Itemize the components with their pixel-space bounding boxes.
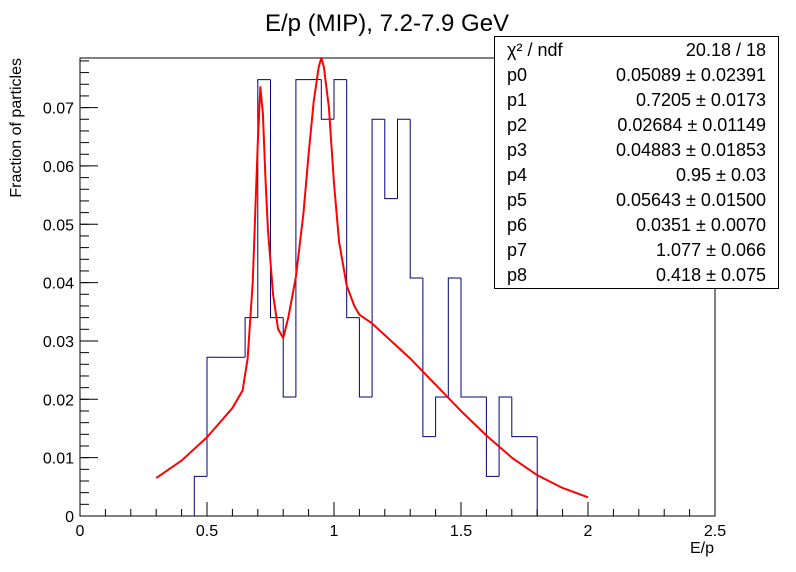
chart-title: E/p (MIP), 7.2-7.9 GeV — [265, 10, 509, 37]
stats-param-value: 0.7205 ± 0.0173 — [636, 90, 766, 110]
histogram-bin — [498, 396, 512, 477]
y-tick-label: 0.06 — [43, 159, 74, 176]
histogram-bin — [447, 277, 461, 397]
x-tick-label: 2.5 — [704, 523, 726, 540]
x-tick-label: 2 — [584, 523, 593, 540]
stats-row: p2 0.02684 ± 0.01149 — [495, 113, 778, 138]
x-tick-label: 1 — [330, 523, 339, 540]
x-tick-label: 1.5 — [450, 523, 472, 540]
histogram-bin — [435, 396, 449, 437]
histogram-bin — [422, 277, 436, 438]
stats-row: p5 0.05643 ± 0.01500 — [495, 188, 778, 213]
stats-param-value: 0.95 ± 0.03 — [676, 165, 766, 185]
y-tick-label: 0.01 — [43, 451, 74, 468]
histogram-bin — [485, 396, 500, 477]
histogram-bin — [282, 317, 296, 398]
histogram-bin — [244, 317, 258, 358]
histogram-bin — [346, 79, 360, 319]
stats-row: p0 0.05089 ± 0.02391 — [495, 63, 778, 88]
histogram-bin — [257, 79, 271, 318]
histogram-bin — [460, 277, 474, 398]
histogram-bin — [333, 79, 347, 120]
stats-row: χ² / ndf 20.18 / 18 — [495, 38, 778, 63]
axes: 0 0.5 1 1.5 2 2.5 0 0.01 0.02 0.03 0.04 0.05 0.06 0.0… — [43, 60, 726, 540]
stats-param-name: p0 — [507, 65, 528, 85]
histogram-bin — [295, 79, 309, 397]
stats-param-value: 0.05089 ± 0.02391 — [615, 65, 766, 85]
y-tick-label: 0.03 — [43, 334, 74, 351]
y-tick-label: 0.07 — [43, 101, 74, 118]
stats-param-name: p3 — [507, 140, 528, 160]
fit-curve — [155, 57, 589, 499]
x-axis-label: E/p — [690, 540, 714, 557]
histogram-bin — [206, 356, 220, 477]
stats-row: p7 1.077 ± 0.066 — [495, 238, 778, 263]
x-tick-label: 0.5 — [196, 523, 218, 540]
fit-curve-line — [155, 57, 589, 499]
histogram-bin — [270, 79, 284, 319]
stats-param-name: p1 — [507, 90, 528, 110]
stats-param-value: 0.04883 ± 0.01853 — [615, 140, 766, 160]
stats-row: p3 0.04883 ± 0.01853 — [495, 138, 778, 163]
stats-param-name: p5 — [507, 190, 528, 210]
stats-param-value: 0.418 ± 0.075 — [656, 265, 766, 285]
stats-param-value: 1.077 ± 0.066 — [656, 240, 766, 260]
stats-param-value: 0.05643 ± 0.01500 — [615, 190, 766, 210]
y-axis-label: Fraction of particles — [8, 58, 25, 198]
histogram-bin — [409, 119, 423, 279]
stats-param-name: χ² / ndf — [507, 40, 563, 60]
histogram-bin — [511, 396, 525, 438]
stats-param-value: 0.0351 ± 0.0070 — [636, 215, 766, 235]
histogram-bin — [193, 475, 207, 516]
stats-param-name: p4 — [507, 165, 528, 185]
stats-row: p4 0.95 ± 0.03 — [495, 163, 778, 188]
stats-param-name: p6 — [507, 215, 528, 235]
stats-param-name: p7 — [507, 240, 528, 260]
histogram-bin — [371, 118, 385, 397]
y-tick-label: 0.02 — [43, 392, 74, 409]
stats-row: p1 0.7205 ± 0.0173 — [495, 88, 778, 113]
stats-param-name: p8 — [507, 265, 528, 285]
histogram-bin — [358, 317, 373, 398]
stats-param-value: 20.18 / 18 — [685, 40, 766, 60]
x-tick-label: 0 — [76, 523, 85, 540]
y-tick-label: 0.04 — [43, 276, 74, 293]
stats-row: p6 0.0351 ± 0.0070 — [495, 213, 778, 238]
stats-param-value: 0.02684 ± 0.01149 — [617, 115, 766, 135]
fit-stats-box: χ² / ndf 20.18 / 18 p0 0.05089 ± 0.02391 p1 0… — [494, 36, 779, 289]
stats-row: p8 0.418 ± 0.075 — [495, 263, 778, 288]
histogram-bin — [384, 119, 398, 200]
stats-param-name: p2 — [507, 115, 528, 135]
y-tick-label: 0 — [65, 509, 74, 526]
y-tick-label: 0.05 — [43, 217, 74, 234]
histogram — [193, 79, 538, 516]
histogram-bin — [397, 118, 411, 199]
